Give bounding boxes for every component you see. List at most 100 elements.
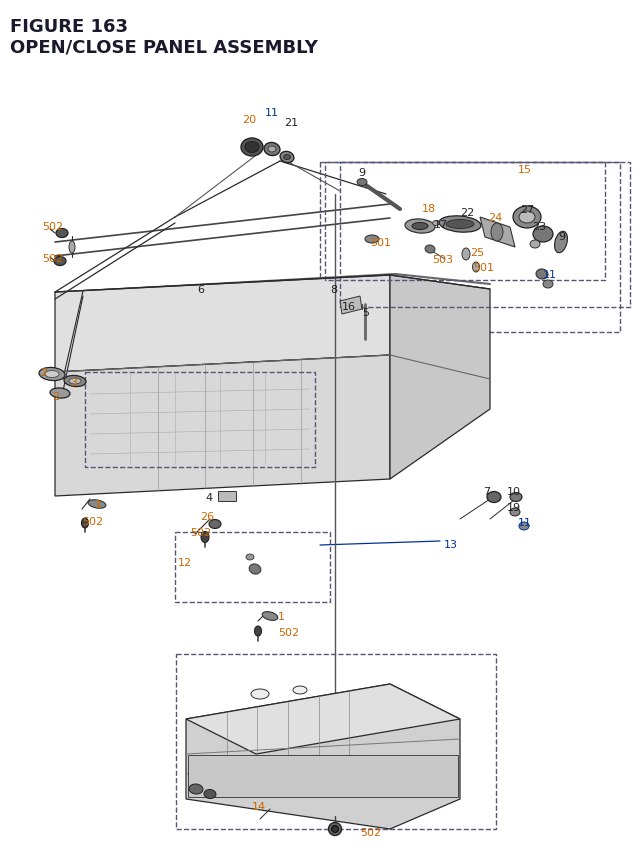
- Text: 24: 24: [488, 213, 502, 223]
- Ellipse shape: [69, 379, 81, 385]
- Ellipse shape: [293, 686, 307, 694]
- Ellipse shape: [54, 257, 66, 266]
- Ellipse shape: [262, 612, 278, 621]
- Ellipse shape: [189, 784, 203, 794]
- Text: 11: 11: [518, 517, 532, 528]
- Text: 14: 14: [252, 801, 266, 811]
- Bar: [218, 492, 236, 501]
- Bar: [188, 755, 458, 797]
- Ellipse shape: [491, 224, 503, 242]
- Text: 502: 502: [190, 528, 211, 537]
- Ellipse shape: [530, 241, 540, 249]
- Text: 4: 4: [205, 492, 212, 503]
- Text: 1: 1: [95, 499, 102, 510]
- Text: 502: 502: [42, 222, 63, 232]
- Ellipse shape: [251, 689, 269, 699]
- Ellipse shape: [209, 520, 221, 529]
- Text: 15: 15: [518, 164, 532, 175]
- Text: 20: 20: [242, 115, 256, 125]
- Ellipse shape: [433, 221, 440, 226]
- Ellipse shape: [472, 263, 479, 273]
- Ellipse shape: [255, 626, 262, 636]
- Text: 27: 27: [520, 205, 534, 214]
- Polygon shape: [340, 297, 362, 314]
- Ellipse shape: [264, 143, 280, 157]
- Ellipse shape: [513, 207, 541, 229]
- Text: 1: 1: [278, 611, 285, 622]
- Text: 502: 502: [278, 628, 299, 637]
- Ellipse shape: [81, 518, 88, 529]
- Text: 9: 9: [558, 232, 565, 242]
- Text: 3: 3: [70, 378, 77, 387]
- Ellipse shape: [64, 376, 86, 387]
- Ellipse shape: [245, 142, 259, 153]
- Ellipse shape: [246, 554, 254, 561]
- Ellipse shape: [543, 281, 553, 288]
- Polygon shape: [55, 356, 390, 497]
- Text: 5: 5: [362, 307, 369, 318]
- Text: 502: 502: [42, 254, 63, 263]
- Text: 2: 2: [52, 392, 59, 401]
- Ellipse shape: [39, 368, 65, 381]
- Ellipse shape: [50, 388, 70, 399]
- Polygon shape: [186, 684, 460, 829]
- Ellipse shape: [357, 179, 367, 186]
- Ellipse shape: [268, 147, 276, 152]
- Text: 7: 7: [483, 486, 490, 497]
- Ellipse shape: [439, 217, 481, 233]
- Ellipse shape: [412, 223, 428, 230]
- Ellipse shape: [284, 155, 291, 160]
- Text: 21: 21: [284, 118, 298, 127]
- Text: 19: 19: [507, 503, 521, 512]
- Text: 501: 501: [370, 238, 391, 248]
- Text: OPEN/CLOSE PANEL ASSEMBLY: OPEN/CLOSE PANEL ASSEMBLY: [10, 38, 318, 56]
- Ellipse shape: [280, 152, 294, 164]
- Ellipse shape: [405, 220, 435, 234]
- Text: 2: 2: [40, 368, 47, 378]
- Text: 13: 13: [444, 539, 458, 549]
- Text: 16: 16: [342, 301, 356, 312]
- Ellipse shape: [462, 249, 470, 261]
- Ellipse shape: [328, 822, 342, 835]
- Text: 25: 25: [470, 248, 484, 257]
- Polygon shape: [390, 276, 490, 480]
- Text: FIGURE 163: FIGURE 163: [10, 18, 128, 36]
- Ellipse shape: [533, 226, 553, 243]
- Text: 503: 503: [432, 255, 453, 264]
- Text: 10: 10: [507, 486, 521, 497]
- Ellipse shape: [446, 220, 474, 229]
- Ellipse shape: [249, 564, 261, 574]
- Text: 18: 18: [422, 204, 436, 214]
- Ellipse shape: [554, 232, 568, 253]
- Text: 23: 23: [532, 222, 546, 232]
- Text: 9: 9: [358, 168, 365, 177]
- Ellipse shape: [536, 269, 548, 280]
- Ellipse shape: [204, 790, 216, 799]
- Text: 12: 12: [178, 557, 192, 567]
- Ellipse shape: [519, 523, 529, 530]
- Text: 502: 502: [360, 827, 381, 837]
- Ellipse shape: [487, 492, 501, 503]
- Ellipse shape: [45, 371, 59, 378]
- Ellipse shape: [425, 245, 435, 254]
- Text: 22: 22: [460, 208, 474, 218]
- Ellipse shape: [510, 493, 522, 502]
- Polygon shape: [186, 684, 460, 754]
- Ellipse shape: [241, 139, 263, 157]
- Ellipse shape: [332, 826, 339, 833]
- Text: 502: 502: [82, 517, 103, 526]
- Text: 11: 11: [265, 108, 279, 118]
- Text: 17: 17: [434, 220, 448, 230]
- Text: 11: 11: [543, 269, 557, 280]
- Ellipse shape: [69, 242, 75, 254]
- Text: 501: 501: [473, 263, 494, 273]
- Ellipse shape: [365, 236, 379, 244]
- Ellipse shape: [56, 229, 68, 238]
- Ellipse shape: [88, 500, 106, 509]
- Polygon shape: [480, 218, 515, 248]
- Polygon shape: [55, 276, 390, 373]
- Text: 6: 6: [197, 285, 204, 294]
- Text: 8: 8: [330, 285, 337, 294]
- Ellipse shape: [519, 212, 535, 224]
- Ellipse shape: [201, 532, 209, 543]
